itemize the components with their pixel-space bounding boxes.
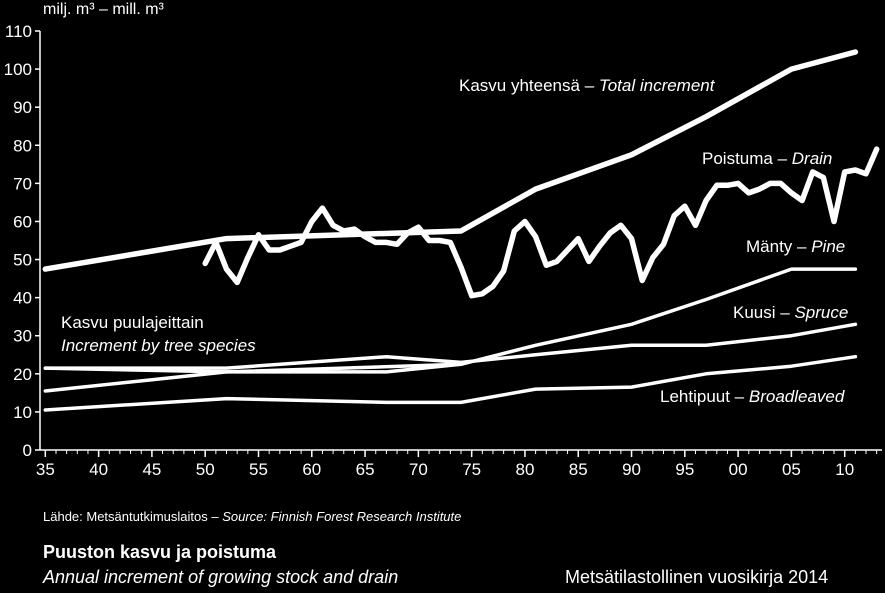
x-tick-label: 05: [782, 460, 801, 479]
chart-lines: [42, 49, 880, 412]
x-tick-label: 60: [302, 460, 321, 479]
figure-title: Puuston kasvu ja poistuma: [43, 542, 277, 562]
x-tick-label: 80: [515, 460, 534, 479]
label-broadleaved: Lehtipuut – Broadleaved: [660, 387, 845, 406]
y-tick-label: 110: [5, 22, 32, 41]
x-tick-label: 45: [142, 460, 161, 479]
source-note: Lähde: Metsäntutkimuslaitos – Source: Fi…: [43, 509, 462, 524]
publication-name: Metsätilastollinen vuosikirja 2014: [565, 567, 829, 587]
series-line-spruce: [43, 322, 858, 370]
series-line-lower: [43, 362, 463, 374]
y-tick-label: 80: [13, 136, 32, 155]
label-species-en: Increment by tree species: [61, 336, 256, 355]
series-line-drain: [202, 146, 880, 299]
x-tick-label: 85: [569, 460, 588, 479]
label-pine: Mänty – Pine: [746, 237, 846, 256]
chart-axes: [35, 30, 882, 457]
x-tick-label: 90: [622, 460, 641, 479]
figure-subtitle: Annual increment of growing stock and dr…: [43, 567, 399, 587]
x-tick-label: 40: [89, 460, 108, 479]
label-species-fi: Kasvu puulajeittain: [61, 313, 204, 332]
x-tick-label: 50: [196, 460, 215, 479]
chart-tick-labels: 0 10 20 30 40 50 60 70 80 90 100 110 35 40 45 50 55 60 65 7…: [4, 22, 855, 479]
label-total-increment: Kasvu yhteensä – Total increment: [459, 76, 715, 95]
x-tick-label: 75: [462, 460, 481, 479]
x-tick-label: 35: [36, 460, 55, 479]
x-tick-label: 55: [249, 460, 268, 479]
series-line-total: [42, 49, 859, 272]
y-tick-label: 40: [13, 289, 32, 308]
y-tick-label: 90: [13, 98, 32, 117]
x-tick-label: 70: [409, 460, 428, 479]
x-tick-label: 10: [835, 460, 854, 479]
y-axis-unit: milj. m³ – mill. m³: [43, 1, 164, 18]
label-drain: Poistuma – Drain: [702, 149, 833, 168]
y-tick-label: 10: [13, 403, 32, 422]
y-tick-label: 70: [13, 174, 32, 193]
y-tick-label: 50: [13, 251, 32, 270]
x-tick-label: 65: [356, 460, 375, 479]
y-axis-title: milj. m³ – mill. m³: [43, 1, 164, 19]
y-tick-label: 30: [13, 327, 32, 346]
y-tick-label: 0: [23, 441, 32, 460]
y-tick-label: 20: [13, 365, 32, 384]
y-tick-label: 100: [4, 60, 32, 79]
label-spruce: Kuusi – Spruce: [733, 303, 849, 322]
y-tick-label: 60: [13, 212, 32, 231]
x-tick-label: 00: [729, 460, 748, 479]
series-line-broadleaved: [43, 354, 858, 412]
x-tick-label: 95: [675, 460, 694, 479]
